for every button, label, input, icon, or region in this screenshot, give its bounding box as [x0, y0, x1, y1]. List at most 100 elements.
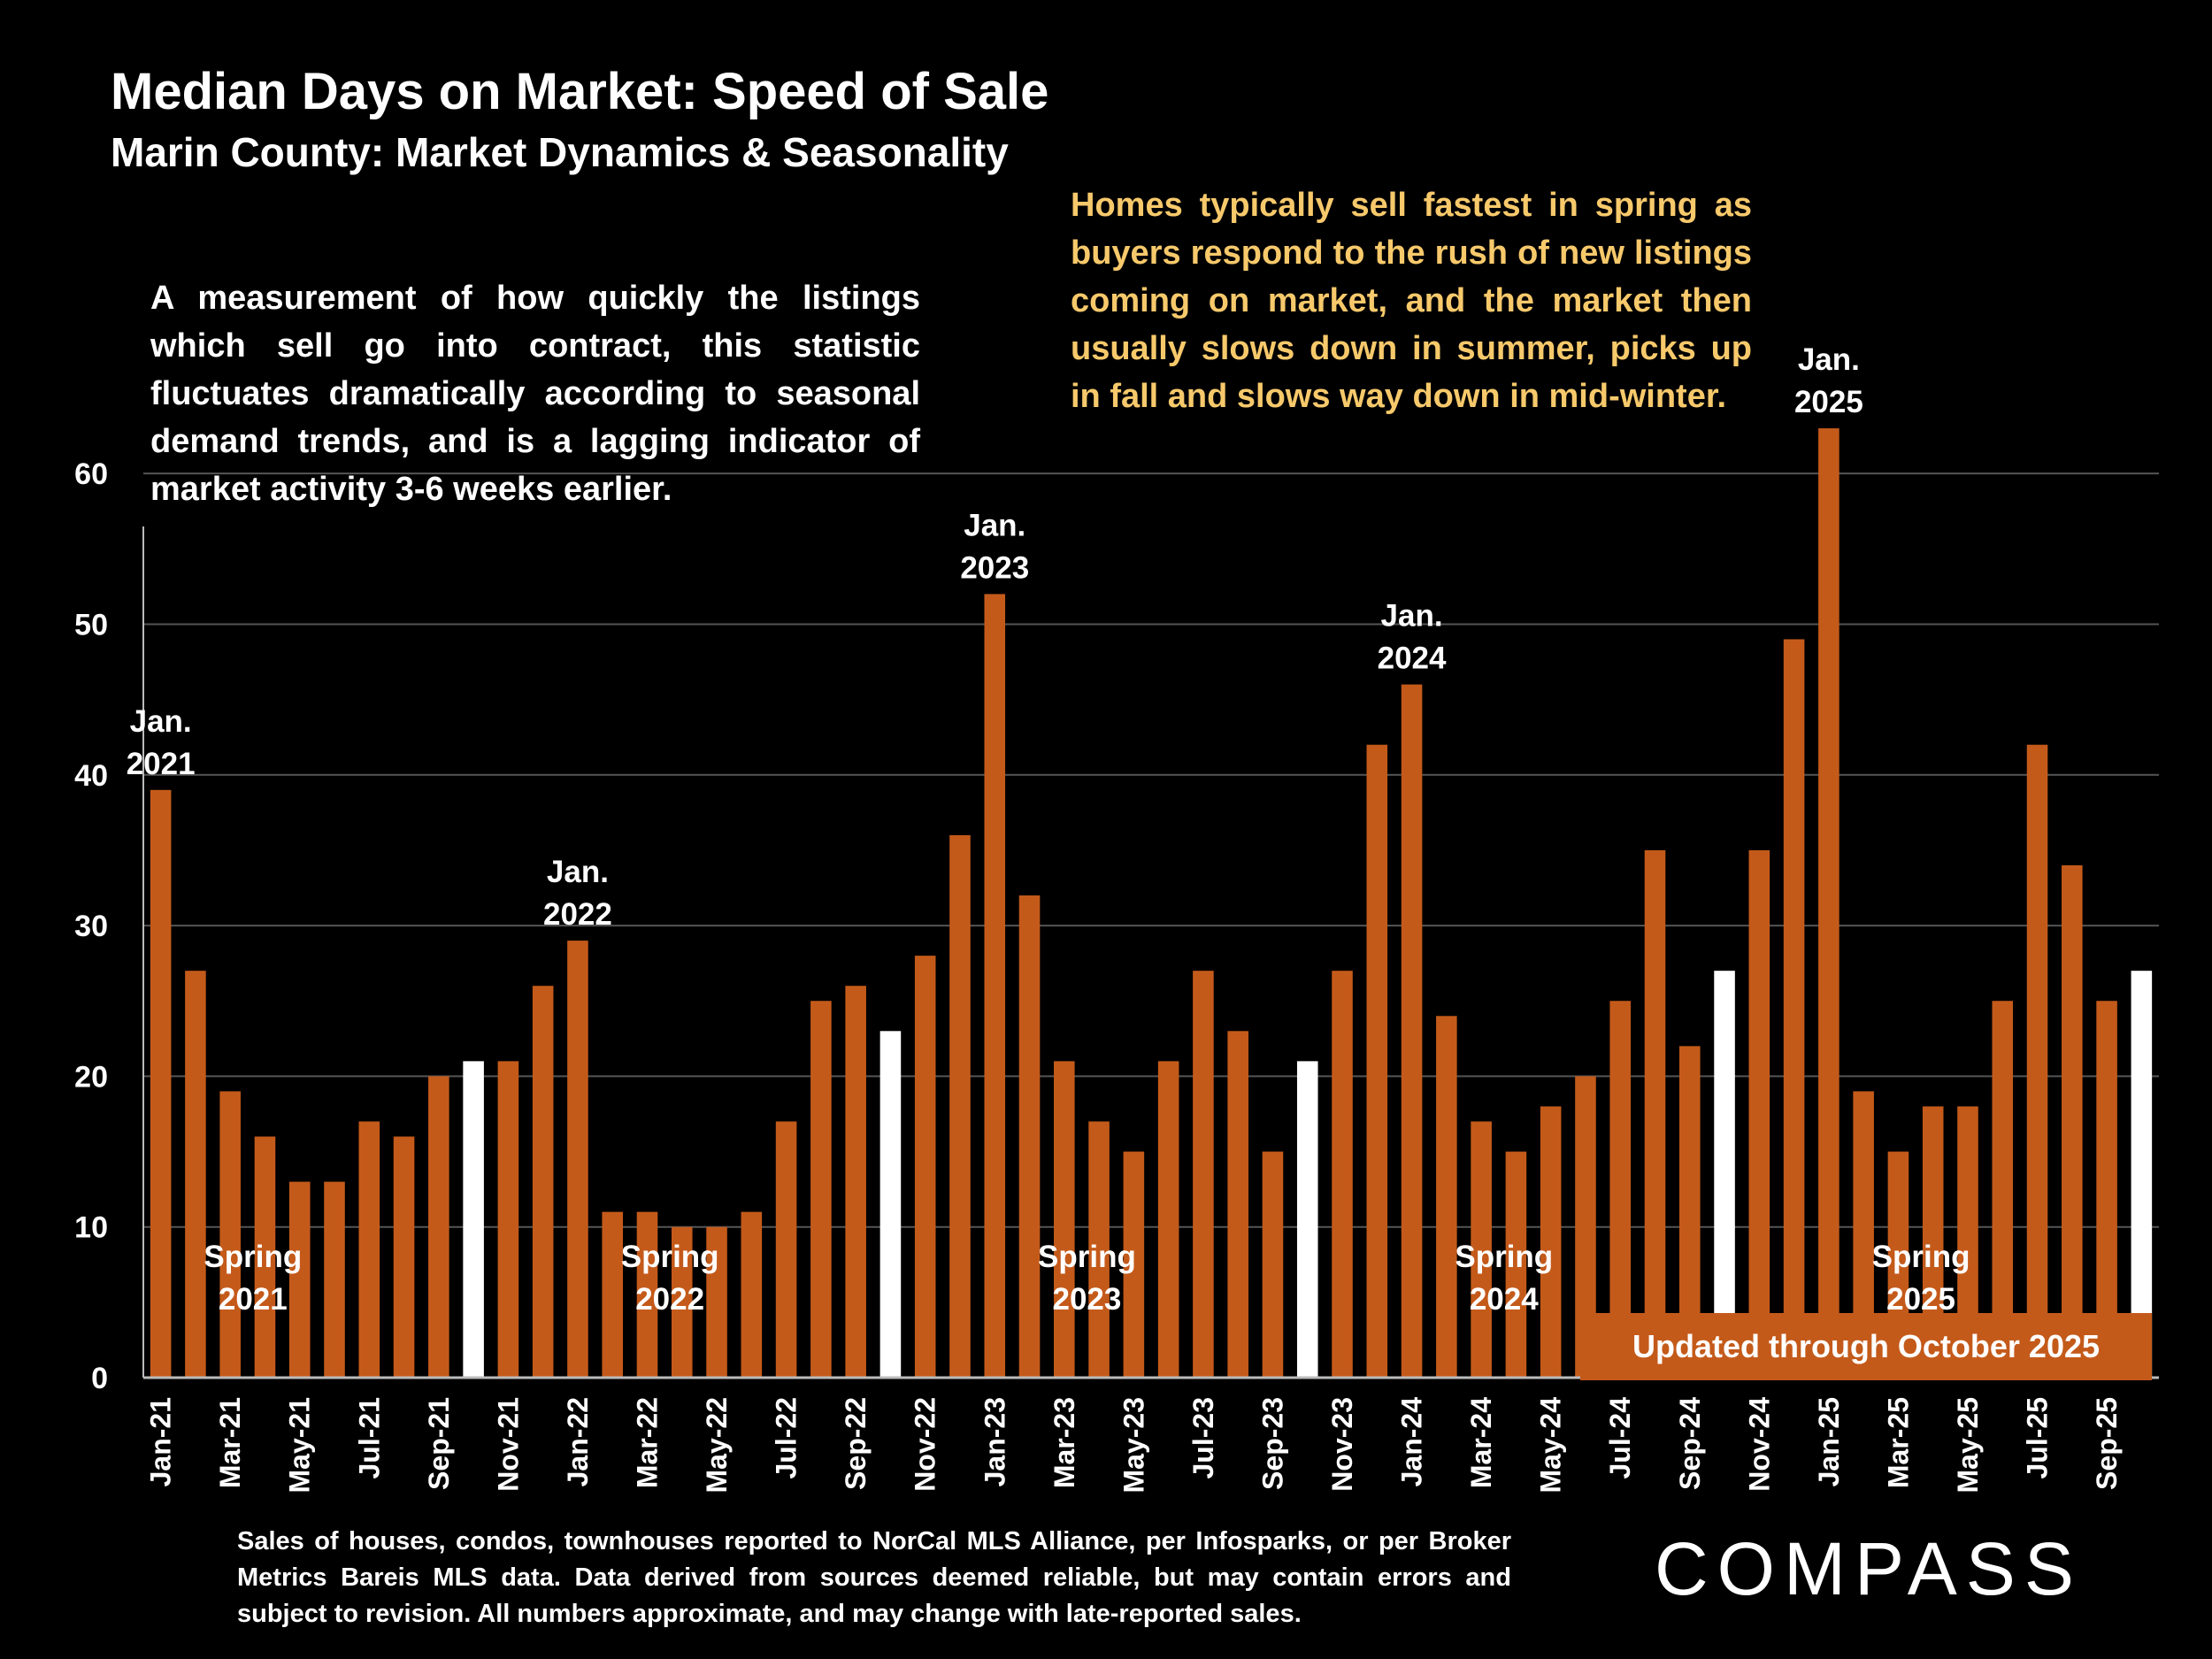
x-axis-ticks: Jan-21 Mar-21 May-21 Jul-21 Sep-21 Nov-21 Jan-… — [145, 1397, 2123, 1494]
annotation-line: 2025 — [1794, 385, 1863, 419]
bar-apr-21 — [254, 1136, 276, 1378]
bar-may-22 — [706, 1226, 727, 1378]
spring-annotation: Spring 2021 — [204, 1240, 302, 1317]
compass-logo: COMPASS — [1655, 1527, 2083, 1610]
y-tick-label: 10 — [74, 1211, 108, 1245]
x-tick-label: Mar-25 — [1882, 1397, 1914, 1488]
x-tick-label: Jul-23 — [1187, 1397, 1219, 1479]
bar-may-24 — [1540, 1106, 1562, 1378]
annotations: Jan. 2021 Jan. 2022 Jan. 2023 Jan. 2024 Jan. 2025… — [127, 342, 1970, 1317]
bar-nov-22 — [914, 956, 936, 1378]
x-tick-label: May-23 — [1118, 1397, 1149, 1494]
jan-annotation: Jan. 2025 — [1794, 342, 1863, 419]
bar-oct-22 — [879, 1031, 902, 1378]
bar-mar-22 — [636, 1211, 658, 1378]
annotation-line: 2023 — [1053, 1282, 1122, 1317]
bar-oct-21 — [463, 1061, 484, 1378]
bar-jun-21 — [324, 1181, 345, 1378]
x-tick-label: Jan-25 — [1813, 1397, 1845, 1486]
bar-oct-24 — [1714, 971, 1735, 1378]
spring-annotation: Spring 2022 — [621, 1240, 719, 1317]
bar-jan-21 — [150, 789, 172, 1378]
y-tick-label: 20 — [74, 1060, 108, 1094]
annotation-line: 2022 — [543, 897, 612, 932]
bar-jul-21 — [358, 1121, 380, 1378]
updated-banner: Updated through October 2025 — [1580, 1313, 2152, 1380]
x-tick-label: Nov-21 — [492, 1397, 524, 1492]
bar-jul-24 — [1609, 1001, 1632, 1378]
annotation-line: 2024 — [1378, 641, 1447, 676]
bar-apr-25 — [1922, 1106, 1944, 1378]
x-tick-label: Sep-25 — [2091, 1397, 2123, 1490]
annotation-line: 2021 — [127, 747, 196, 781]
bar-feb-21 — [185, 971, 206, 1378]
source-footnote: Sales of houses, condos, townhouses repo… — [237, 1527, 1511, 1628]
y-tick-label: 50 — [74, 608, 108, 641]
x-tick-label: Jan-21 — [145, 1397, 177, 1486]
bar-nov-23 — [1332, 971, 1353, 1378]
annotation-line: Jan. — [964, 508, 1025, 542]
spring-annotation: Spring 2024 — [1455, 1240, 1553, 1317]
y-tick-label: 60 — [74, 457, 108, 491]
bar-oct-25 — [2131, 971, 2153, 1378]
y-tick-label: 0 — [91, 1362, 108, 1395]
bar-mar-21 — [219, 1091, 241, 1378]
x-tick-label: Nov-24 — [1743, 1397, 1775, 1492]
bar-sep-25 — [2096, 1001, 2117, 1378]
x-tick-label: May-21 — [284, 1397, 316, 1494]
x-tick-label: May-22 — [701, 1397, 733, 1494]
bar-sep-21 — [428, 1076, 449, 1378]
bar-mar-23 — [1054, 1061, 1075, 1378]
page-subtitle: Marin County: Market Dynamics & Seasonal… — [111, 129, 1009, 175]
bar-dec-22 — [949, 834, 971, 1378]
bar-jun-23 — [1157, 1061, 1179, 1378]
bar-jan-25 — [1818, 428, 1839, 1378]
page-title: Median Days on Market: Speed of Sale — [111, 63, 1049, 120]
seasonality-note: Homes typically sell fastest in spring a… — [1071, 187, 1752, 415]
bar-may-21 — [288, 1181, 311, 1378]
bar-jun-25 — [1992, 1001, 2014, 1378]
bar-feb-24 — [1436, 1016, 1457, 1378]
bar-aug-23 — [1227, 1031, 1248, 1378]
annotation-line: Spring — [204, 1240, 302, 1274]
x-tick-label: Sep-21 — [423, 1397, 455, 1490]
annotation-line: Jan. — [130, 704, 192, 739]
bar-jan-23 — [984, 594, 1006, 1378]
x-tick-label: May-25 — [1952, 1397, 1984, 1494]
bar-feb-23 — [1018, 895, 1041, 1378]
annotation-line: Jan. — [547, 855, 609, 889]
bar-dec-23 — [1366, 744, 1388, 1378]
bar-jul-22 — [775, 1121, 797, 1378]
bar-sep-24 — [1678, 1046, 1701, 1378]
x-tick-label: Mar-23 — [1048, 1397, 1080, 1488]
annotation-line: Spring — [621, 1240, 719, 1274]
annotation-line: Spring — [1872, 1240, 1970, 1274]
bar-jul-25 — [2026, 744, 2048, 1378]
x-tick-label: Jul-22 — [771, 1397, 803, 1479]
spring-annotation: Spring 2025 — [1872, 1240, 1970, 1317]
annotation-line: 2025 — [1886, 1282, 1955, 1317]
bar-jan-24 — [1401, 684, 1423, 1378]
bar-apr-24 — [1505, 1151, 1527, 1378]
annotation-line: Spring — [1038, 1240, 1136, 1274]
x-tick-label: Nov-22 — [910, 1397, 941, 1492]
bar-aug-21 — [393, 1136, 415, 1378]
annotation-line: 2023 — [960, 550, 1029, 585]
bar-jan-22 — [567, 941, 588, 1378]
x-tick-label: Sep-23 — [1256, 1397, 1288, 1490]
annotation-line: 2024 — [1470, 1282, 1539, 1317]
bar-apr-23 — [1088, 1121, 1110, 1378]
jan-annotation: Jan. 2021 — [127, 704, 196, 781]
x-tick-label: Jan-24 — [1396, 1397, 1428, 1487]
y-tick-label: 40 — [74, 759, 108, 793]
bar-nov-24 — [1748, 849, 1770, 1378]
bar-feb-22 — [602, 1211, 624, 1378]
x-tick-label: May-24 — [1535, 1397, 1567, 1494]
bar-nov-21 — [497, 1061, 519, 1378]
annotation-line: 2022 — [635, 1282, 704, 1317]
x-tick-label: Jan-22 — [562, 1397, 594, 1486]
spring-annotation: Spring 2023 — [1038, 1240, 1136, 1317]
bar-jul-23 — [1193, 971, 1214, 1378]
bar-dec-21 — [532, 986, 554, 1378]
bar-aug-25 — [2062, 864, 2083, 1378]
